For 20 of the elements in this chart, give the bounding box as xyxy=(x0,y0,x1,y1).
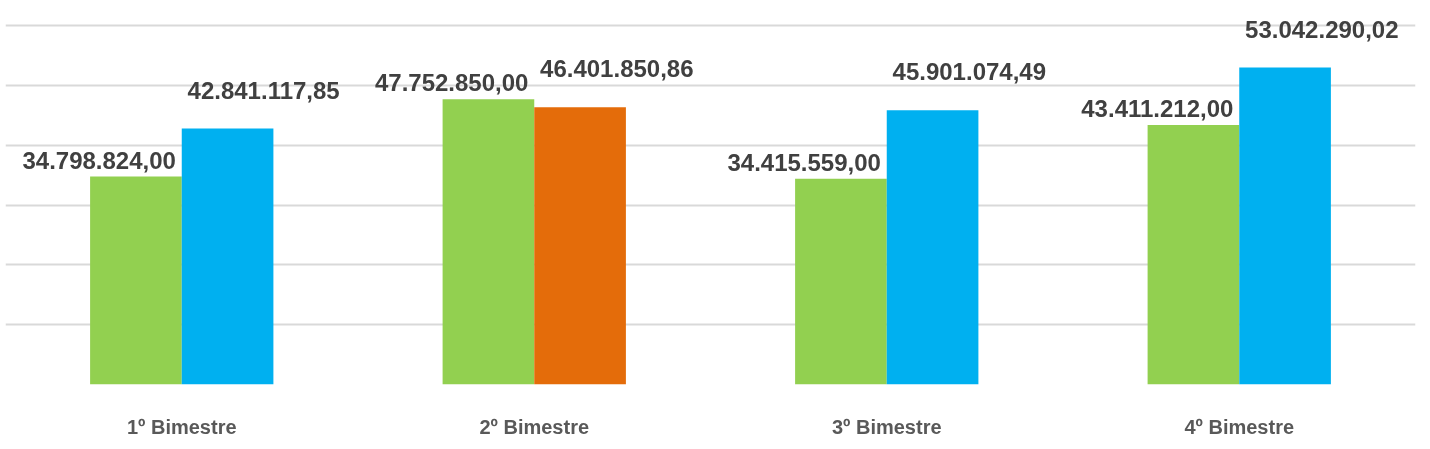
data-label: 42.841.117,85 xyxy=(187,76,340,104)
bar xyxy=(886,110,979,385)
x-tick-label: 4º Bimestre xyxy=(1184,415,1295,438)
bar xyxy=(795,178,887,385)
data-label: 34.798.824,00 xyxy=(22,146,176,174)
x-tick-label: 1º Bimestre xyxy=(126,415,237,438)
bar xyxy=(90,176,182,385)
bar xyxy=(1147,125,1240,385)
bar xyxy=(534,107,626,385)
data-label: 45.901.074,49 xyxy=(892,58,1047,86)
bar xyxy=(181,128,274,385)
bar xyxy=(1239,67,1331,385)
data-label: 34.415.559,00 xyxy=(727,148,881,176)
data-label: 46.401.850,86 xyxy=(540,55,694,83)
data-label: 53.042.290,02 xyxy=(1245,15,1399,43)
data-label: 47.752.850,00 xyxy=(374,69,529,97)
data-label: 43.411.212,00 xyxy=(1081,95,1234,123)
bar xyxy=(442,99,535,385)
x-tick-label: 3º Bimestre xyxy=(831,415,942,438)
x-tick-label: 2º Bimestre xyxy=(479,415,590,438)
